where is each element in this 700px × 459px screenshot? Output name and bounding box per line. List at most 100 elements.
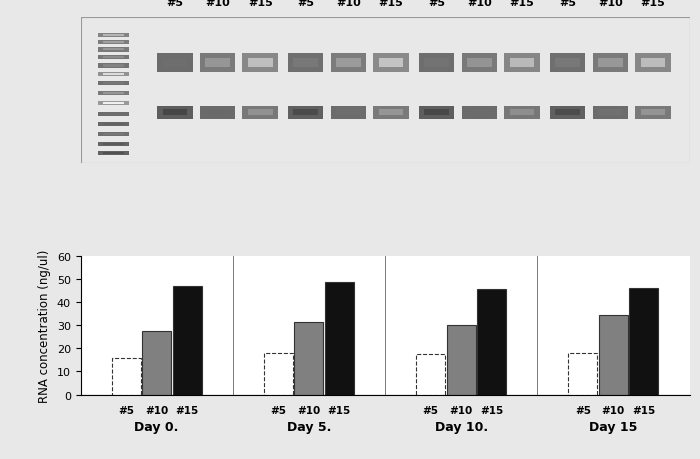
Bar xyxy=(424,110,449,116)
Text: #15: #15 xyxy=(510,0,534,8)
Bar xyxy=(325,283,354,395)
Bar xyxy=(98,92,129,96)
Bar xyxy=(173,286,202,395)
Bar xyxy=(98,34,129,38)
Text: Day 15: Day 15 xyxy=(589,420,638,433)
Bar xyxy=(593,106,628,119)
Bar xyxy=(205,110,230,116)
Bar xyxy=(288,106,323,119)
Bar xyxy=(98,48,129,52)
Bar xyxy=(103,93,124,95)
Bar xyxy=(295,322,323,395)
Bar xyxy=(98,143,129,147)
Bar xyxy=(103,153,124,155)
Bar xyxy=(629,289,658,395)
Bar xyxy=(98,102,129,106)
Bar xyxy=(505,106,540,119)
Bar xyxy=(142,331,171,395)
Text: #15: #15 xyxy=(640,0,665,8)
Bar xyxy=(599,315,628,395)
Bar xyxy=(248,110,272,116)
Bar xyxy=(505,54,540,73)
Text: #15: #15 xyxy=(480,405,503,415)
Bar xyxy=(467,110,492,116)
Bar xyxy=(103,83,124,85)
Text: #15: #15 xyxy=(176,405,199,415)
Bar xyxy=(112,358,141,395)
Bar xyxy=(510,59,534,68)
Bar xyxy=(336,59,360,68)
Bar xyxy=(98,73,129,77)
Bar xyxy=(555,110,580,116)
Text: #10: #10 xyxy=(336,0,360,8)
Bar xyxy=(242,106,278,119)
Bar xyxy=(555,59,580,68)
Bar xyxy=(331,106,366,119)
Bar xyxy=(98,82,129,86)
Bar xyxy=(419,54,454,73)
Bar xyxy=(103,134,124,136)
Bar xyxy=(158,54,192,73)
Bar xyxy=(205,59,230,68)
Bar xyxy=(462,54,497,73)
Text: #5: #5 xyxy=(118,405,134,415)
Bar xyxy=(98,64,129,68)
Bar xyxy=(598,110,623,116)
Text: Day 0.: Day 0. xyxy=(134,420,178,433)
Bar xyxy=(264,353,293,395)
Bar xyxy=(373,54,409,73)
Bar xyxy=(98,133,129,137)
Bar xyxy=(242,54,278,73)
Text: #10: #10 xyxy=(205,0,230,8)
Text: #5: #5 xyxy=(270,405,286,415)
Bar xyxy=(419,106,454,119)
Text: #5: #5 xyxy=(559,0,576,8)
Y-axis label: RNA concentration (ng/ul): RNA concentration (ng/ul) xyxy=(38,249,51,402)
Bar xyxy=(550,106,585,119)
Text: #5: #5 xyxy=(298,0,314,8)
Text: #15: #15 xyxy=(248,0,272,8)
Text: #5: #5 xyxy=(428,0,445,8)
Bar xyxy=(103,144,124,146)
Text: #10: #10 xyxy=(298,405,321,415)
Text: Day 10.: Day 10. xyxy=(435,420,488,433)
Text: #10: #10 xyxy=(145,405,168,415)
Text: #5: #5 xyxy=(423,405,439,415)
Bar xyxy=(462,106,497,119)
Bar xyxy=(510,110,534,116)
Bar xyxy=(200,54,235,73)
Text: #10: #10 xyxy=(467,0,492,8)
Text: #15: #15 xyxy=(632,405,655,415)
Bar xyxy=(640,110,665,116)
Bar xyxy=(550,54,585,73)
Bar xyxy=(103,103,124,105)
Bar xyxy=(598,59,623,68)
Bar xyxy=(636,106,671,119)
Bar xyxy=(103,50,124,51)
Bar xyxy=(447,325,475,395)
Bar xyxy=(248,59,272,68)
Bar xyxy=(379,110,403,116)
Bar xyxy=(162,110,188,116)
Bar xyxy=(98,151,129,156)
Bar xyxy=(103,123,124,126)
Text: #5: #5 xyxy=(167,0,183,8)
Bar xyxy=(336,110,360,116)
Bar xyxy=(373,106,409,119)
Text: #10: #10 xyxy=(449,405,473,415)
Bar xyxy=(467,59,492,68)
Bar xyxy=(158,106,192,119)
Bar xyxy=(103,56,124,59)
Bar xyxy=(162,59,188,68)
Bar xyxy=(103,65,124,67)
Bar xyxy=(640,59,665,68)
Bar xyxy=(98,112,129,117)
Text: #10: #10 xyxy=(598,0,623,8)
Bar xyxy=(636,54,671,73)
Bar xyxy=(103,42,124,44)
Bar xyxy=(379,59,403,68)
Text: #15: #15 xyxy=(379,0,403,8)
Bar xyxy=(103,35,124,37)
Bar xyxy=(424,59,449,68)
Text: #10: #10 xyxy=(602,405,625,415)
